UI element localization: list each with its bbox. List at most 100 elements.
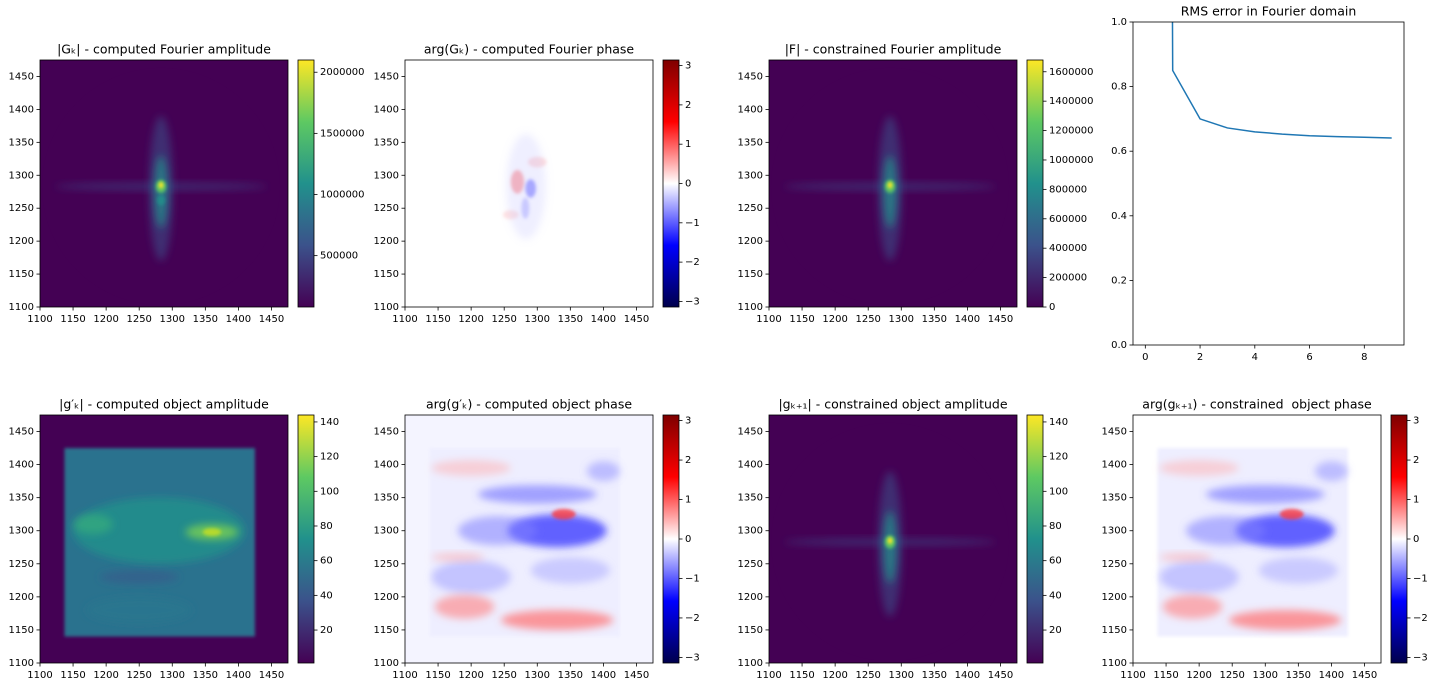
y-tick-label: 0.8 (1111, 82, 1127, 93)
y-tick-label: 1250 (374, 559, 399, 570)
x-tick-label: 1450 (259, 670, 284, 681)
image-feature (431, 553, 485, 562)
x-tick-label: 1200 (458, 314, 483, 325)
y-tick-label: 1250 (738, 203, 763, 214)
y-tick-label: 1100 (374, 658, 399, 669)
image-feature (431, 560, 511, 594)
image-feature (1159, 459, 1239, 476)
y-tick-label: 1400 (738, 460, 763, 471)
y-tick-label: 1400 (374, 460, 399, 471)
axes-frame (39, 414, 289, 664)
y-tick-label: 1100 (1102, 658, 1127, 669)
y-tick-label: 1150 (374, 269, 399, 280)
x-tick-label: 1250 (855, 670, 880, 681)
chart-title: RMS error in Fourier domain (1181, 4, 1357, 19)
y-tick-label: 1450 (374, 71, 399, 82)
x-tick-label: 6 (1306, 352, 1312, 363)
y-tick-label: 1250 (1102, 559, 1127, 570)
y-tick-label: 1150 (738, 269, 763, 280)
colorbar-tick-label: 1 (1413, 495, 1419, 506)
image-feature (457, 516, 538, 546)
x-tick-label: 1150 (425, 670, 450, 681)
x-tick-label: 1250 (491, 670, 516, 681)
y-tick-label: 1100 (9, 658, 34, 669)
x-tick-label: 1150 (60, 314, 85, 325)
y-tick-label: 1300 (9, 170, 34, 181)
colorbar-tick-label: 3 (685, 416, 691, 427)
x-tick-label: 1400 (591, 314, 616, 325)
image-feature (1279, 508, 1304, 520)
image-feature (431, 459, 511, 476)
x-tick-label: 1250 (491, 314, 516, 325)
image-feature (434, 594, 495, 619)
image-feature (158, 181, 164, 189)
y-tick-label: 1200 (1102, 592, 1127, 603)
y-tick-label: 1350 (9, 137, 34, 148)
y-tick-label: 1400 (374, 104, 399, 115)
colorbar-tick-label: 100 (320, 486, 339, 497)
x-tick-label: 1250 (126, 314, 151, 325)
colorbar-tick-label: −1 (685, 573, 700, 584)
x-tick-label: 1150 (789, 670, 814, 681)
x-tick-label: 1250 (855, 314, 880, 325)
chart-title: arg(g′ₖ) - computed object phase (426, 397, 632, 412)
image-feature (1162, 594, 1223, 619)
image (769, 415, 1017, 663)
image-feature (507, 514, 607, 548)
x-tick-label: 1300 (889, 314, 914, 325)
colorbar-tick-label: −3 (685, 652, 700, 663)
image (405, 415, 653, 663)
y-tick-label: 1350 (738, 137, 763, 148)
y-tick-label: 1400 (1102, 460, 1127, 471)
image (405, 60, 653, 307)
y-tick-label: 1250 (374, 203, 399, 214)
x-tick-label: 1100 (756, 314, 781, 325)
y-tick-label: 1450 (374, 427, 399, 438)
colorbar-tick-label: 2 (685, 100, 691, 111)
y-tick-label: 1300 (738, 526, 763, 537)
y-tick-label: 1100 (738, 302, 763, 313)
x-tick-label: 1200 (1186, 670, 1211, 681)
image-feature (73, 514, 113, 535)
image-feature (202, 528, 222, 537)
image-feature (887, 181, 893, 189)
line-series (1171, 22, 1392, 139)
y-tick-label: 1300 (738, 170, 763, 181)
x-tick-label: 2 (1197, 352, 1203, 363)
colorbar-tick-label: 40 (1049, 590, 1062, 601)
y-tick-label: 1250 (9, 559, 34, 570)
colorbar (297, 414, 315, 664)
y-tick-label: 0.6 (1111, 146, 1127, 157)
x-tick-label: 1250 (126, 670, 151, 681)
colorbar-tick-label: 80 (320, 521, 333, 532)
x-tick-label: 1200 (93, 670, 118, 681)
y-tick-label: 1300 (9, 526, 34, 537)
image-feature (551, 508, 576, 520)
y-tick-label: 1450 (9, 71, 34, 82)
y-tick-label: 1350 (738, 493, 763, 504)
y-tick-label: 1200 (738, 592, 763, 603)
colorbar-tick-label: −2 (685, 613, 700, 624)
image (40, 415, 288, 663)
colorbar-tick-label: 800000 (1049, 184, 1087, 195)
colorbar-tick-label: 80 (1049, 521, 1062, 532)
colorbar-tick-label: 1600000 (1049, 67, 1094, 78)
chart-title: arg(gₖ₊₁) - constrained object phase (1142, 397, 1372, 412)
image-feature (1159, 553, 1213, 562)
image-feature (1314, 461, 1348, 482)
x-tick-label: 1450 (1352, 670, 1377, 681)
y-tick-label: 1350 (374, 137, 399, 148)
y-tick-label: 1200 (9, 236, 34, 247)
colorbar (662, 414, 680, 664)
x-tick-label: 1400 (591, 670, 616, 681)
y-tick-label: 1150 (9, 269, 34, 280)
colorbar-tick-label: 400000 (1049, 243, 1087, 254)
y-tick-label: 1250 (738, 559, 763, 570)
colorbar-tick-label: 100 (1049, 486, 1068, 497)
y-tick-label: 1400 (738, 104, 763, 115)
x-tick-label: 1200 (458, 670, 483, 681)
colorbar-tick-label: 2 (685, 455, 691, 466)
colorbar-tick-label: 20 (320, 625, 333, 636)
x-tick-label: 1450 (988, 314, 1013, 325)
